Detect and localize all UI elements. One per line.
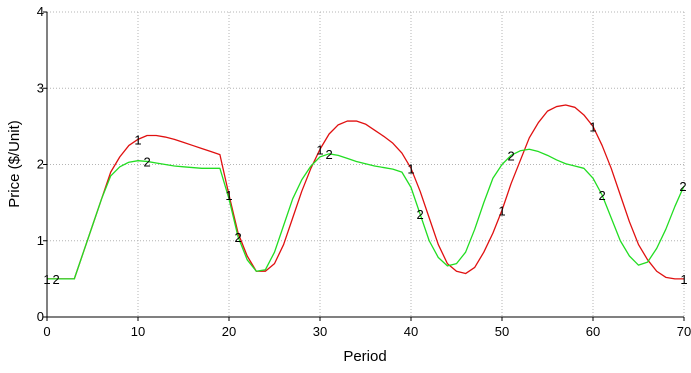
x-tick-label: 50 [495,324,509,339]
series-1-point-marker: 1 [407,161,414,176]
grid [47,11,685,317]
series-2-point-marker: 2 [679,179,686,194]
series-1-point-marker: 1 [498,203,505,218]
series-lines [47,104,685,280]
x-tick-label: 20 [222,324,236,339]
y-tick-label: 2 [37,157,44,172]
y-axis-title: Price ($/Unit) [6,120,23,208]
y-tick-label: 1 [37,233,44,248]
series-1-point-marker: 1 [134,132,141,147]
series-2-point-marker: 2 [143,154,150,169]
series-2-point-marker: 2 [325,147,332,162]
series-2-point-marker: 2 [507,148,514,163]
series-1-point-marker: 1 [589,119,596,134]
x-tick-label: 10 [131,324,145,339]
series-1-line [47,104,684,280]
y-tick-label: 0 [37,309,44,324]
series-2-point-marker: 2 [234,230,241,245]
series-2-point-marker: 2 [52,272,59,287]
series-2-line [47,148,685,280]
y-tick-label: 3 [37,80,44,95]
series-1-point-marker: 1 [316,142,323,157]
series-1-point-marker: 1 [43,272,50,287]
x-tick-label: 60 [586,324,600,339]
series-2-point-marker: 2 [598,188,605,203]
series-1-point-marker: 1 [680,272,687,287]
series-1-point-marker: 1 [225,188,232,203]
x-tick-label: 0 [43,324,50,339]
series-2-point-marker: 2 [416,207,423,222]
x-tick-label: 70 [677,324,691,339]
x-axis-title: Period [343,348,386,365]
x-tick-label: 30 [313,324,327,339]
x-tick-label: 40 [404,324,418,339]
y-tick-label: 4 [37,4,44,19]
